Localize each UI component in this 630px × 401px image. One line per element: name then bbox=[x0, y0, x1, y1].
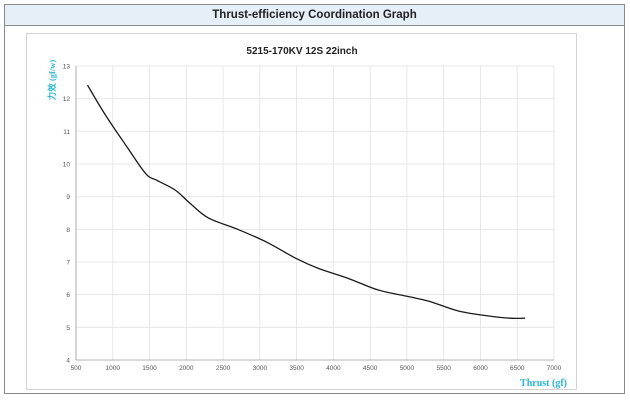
x-axis-label: Thrust (gf) bbox=[520, 378, 567, 389]
x-tick-label: 1500 bbox=[142, 365, 157, 372]
y-tick-label: 12 bbox=[63, 96, 71, 103]
x-tick-label: 6000 bbox=[473, 365, 488, 372]
y-tick-label: 11 bbox=[63, 129, 70, 136]
x-tick-label: 5500 bbox=[436, 365, 451, 372]
y-tick-label: 5 bbox=[66, 325, 70, 332]
x-tick-label: 2500 bbox=[216, 365, 231, 372]
header-title: Thrust-efficiency Coordination Graph bbox=[5, 5, 624, 26]
x-tick-label: 3000 bbox=[253, 365, 268, 372]
tick-labels: 500 1000 1500 2000 2500 3000 3500 4000 4500 5000 5… bbox=[63, 64, 562, 373]
y-tick-label: 4 bbox=[66, 358, 70, 365]
efficiency-line bbox=[87, 84, 526, 320]
x-tick-label: 6500 bbox=[510, 365, 525, 372]
x-tick-label: 7000 bbox=[547, 365, 562, 372]
y-tick-label: 8 bbox=[66, 227, 70, 234]
x-tick-label: 4500 bbox=[363, 365, 378, 372]
x-tick-label: 4000 bbox=[326, 365, 341, 372]
thrust-efficiency-chart: 500 1000 1500 2000 2500 3000 3500 4000 4500 5000 5… bbox=[47, 46, 567, 389]
chart-panel: 500 1000 1500 2000 2500 3000 3500 4000 4500 5000 5… bbox=[26, 33, 577, 390]
y-tick-label: 9 bbox=[66, 194, 70, 201]
x-tick-label: 3500 bbox=[289, 365, 304, 372]
chart-title: 5215-170KV 12S 22inch bbox=[246, 46, 357, 57]
y-tick-label: 10 bbox=[63, 162, 71, 169]
series bbox=[87, 84, 526, 320]
axes bbox=[75, 66, 554, 361]
x-tick-label: 500 bbox=[71, 365, 82, 372]
x-tick-label: 1000 bbox=[106, 365, 121, 372]
y-tick-label: 13 bbox=[63, 64, 71, 71]
grid bbox=[76, 65, 555, 360]
x-tick-label: 2000 bbox=[179, 365, 194, 372]
chart-window: Thrust-efficiency Coordination Graph 500… bbox=[4, 4, 625, 394]
y-axis-label: 力效 (gf/w) bbox=[47, 60, 57, 101]
y-tick-label: 7 bbox=[66, 260, 70, 267]
x-tick-label: 5000 bbox=[400, 365, 415, 372]
y-tick-label: 6 bbox=[66, 292, 70, 299]
